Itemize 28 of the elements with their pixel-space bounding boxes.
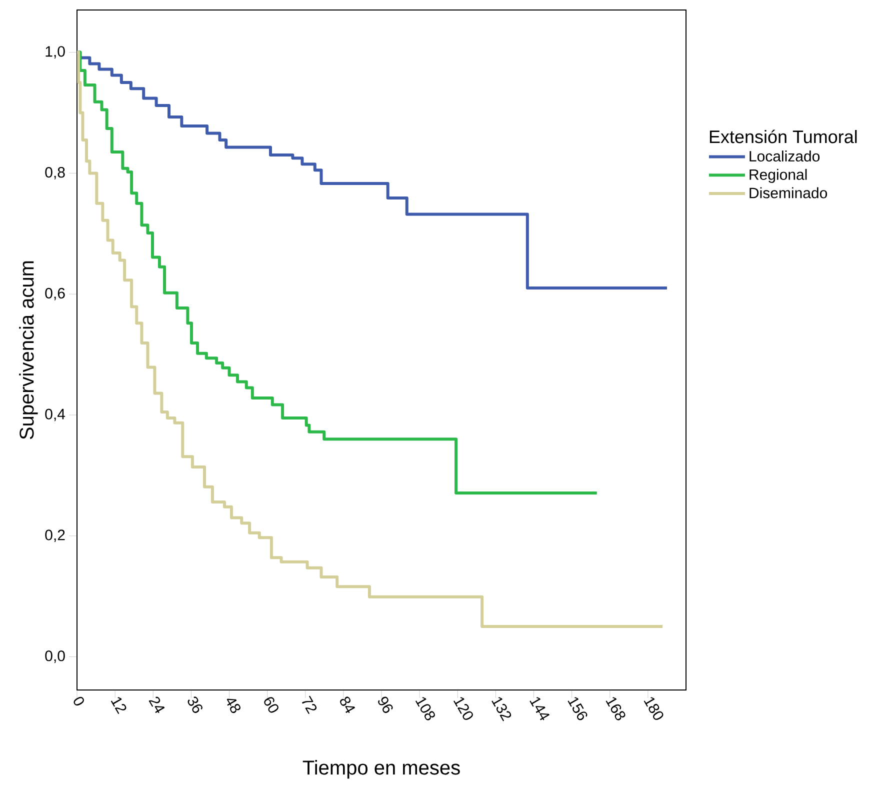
x-tick-label: 168: [606, 697, 626, 720]
y-tick-label: 0,2: [45, 530, 65, 542]
x-tick-label: 36: [188, 696, 202, 713]
x-tick-label: 120: [453, 697, 473, 720]
x-tick-label: 132: [492, 697, 512, 722]
x-tick-label: 96: [378, 696, 393, 713]
x-tick-label: 144: [530, 697, 550, 720]
y-tick-label: 0,8: [45, 166, 65, 180]
legend-label: Diseminado: [750, 187, 828, 198]
legend-label: Localizado: [750, 150, 820, 162]
x-axis-title: Tiempo en meses: [302, 760, 460, 779]
y-tick-label: 0,0: [45, 650, 65, 663]
x-tick-label: 24: [148, 696, 165, 714]
x-tick-label: 84: [340, 696, 356, 714]
x-tick-label: 108: [415, 697, 435, 720]
x-tick-label: 180: [644, 697, 664, 720]
x-tick-label: 48: [226, 698, 240, 714]
y-tick-label: 0,6: [45, 288, 65, 300]
x-tick-label: 156: [568, 697, 588, 720]
legend-title: Extensión Tumoral: [710, 130, 857, 144]
legend-label: Regional: [750, 168, 807, 183]
x-tick-label: 0: [74, 696, 84, 706]
x-tick-label: 12: [110, 697, 126, 714]
y-tick-label: 0,4: [45, 408, 66, 422]
x-tick-label: 72: [302, 696, 317, 714]
y-tick-label: 1,0: [46, 46, 65, 58]
y-axis-title: Supervivencia acum: [19, 261, 38, 440]
x-tick-label: 60: [264, 697, 278, 713]
